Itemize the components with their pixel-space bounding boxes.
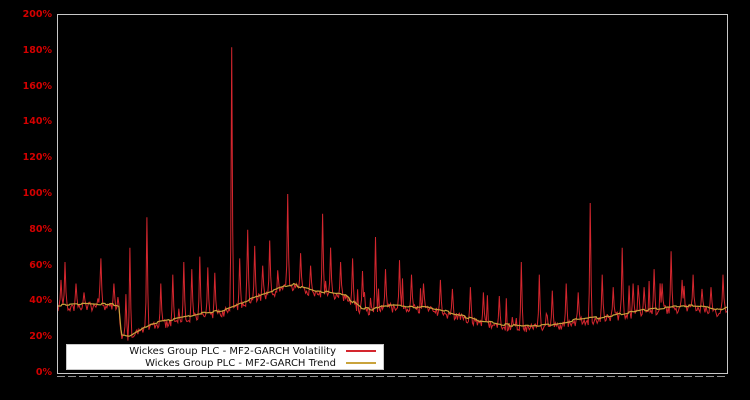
legend-item-trend: Wickes Group PLC - MF2-GARCH Trend bbox=[67, 357, 383, 369]
y-tick-label: 40% bbox=[29, 295, 52, 307]
y-tick-label: 20% bbox=[29, 331, 52, 343]
y-tick-label: 120% bbox=[22, 152, 52, 164]
chart-canvas bbox=[58, 47, 727, 341]
x-axis-minor-ticks bbox=[57, 376, 728, 377]
legend-label-volatility: Wickes Group PLC - MF2-GARCH Volatility bbox=[129, 345, 336, 357]
legend: Wickes Group PLC - MF2-GARCH Volatility … bbox=[66, 344, 384, 370]
volatility-line bbox=[58, 47, 727, 341]
volatility-line-sample bbox=[346, 350, 376, 352]
y-tick-label: 140% bbox=[22, 116, 52, 128]
y-tick-label: 180% bbox=[22, 44, 52, 56]
plot-area bbox=[57, 14, 728, 374]
y-tick-label: 200% bbox=[22, 9, 52, 20]
y-tick-label: 160% bbox=[22, 80, 52, 92]
legend-item-volatility: Wickes Group PLC - MF2-GARCH Volatility bbox=[67, 345, 383, 357]
y-tick-label: 0% bbox=[35, 367, 52, 378]
trend-line-sample bbox=[346, 362, 376, 364]
y-tick-label: 80% bbox=[29, 223, 52, 235]
y-tick-label: 60% bbox=[29, 259, 52, 271]
trend-line bbox=[58, 282, 727, 337]
legend-label-trend: Wickes Group PLC - MF2-GARCH Trend bbox=[145, 357, 336, 369]
y-tick-label: 100% bbox=[22, 188, 52, 199]
